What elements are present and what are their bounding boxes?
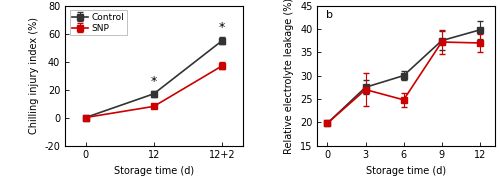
Text: *: * — [150, 75, 157, 88]
Text: b: b — [326, 10, 333, 20]
Y-axis label: Chilling injury index (%): Chilling injury index (%) — [28, 17, 38, 134]
Legend: Control, SNP: Control, SNP — [70, 10, 126, 35]
X-axis label: Storage time (d): Storage time (d) — [114, 166, 194, 176]
Y-axis label: Relative electrolyte leakage (%): Relative electrolyte leakage (%) — [284, 0, 294, 154]
X-axis label: Storage time (d): Storage time (d) — [366, 166, 446, 176]
Text: a: a — [74, 10, 81, 20]
Text: *: * — [219, 21, 226, 34]
